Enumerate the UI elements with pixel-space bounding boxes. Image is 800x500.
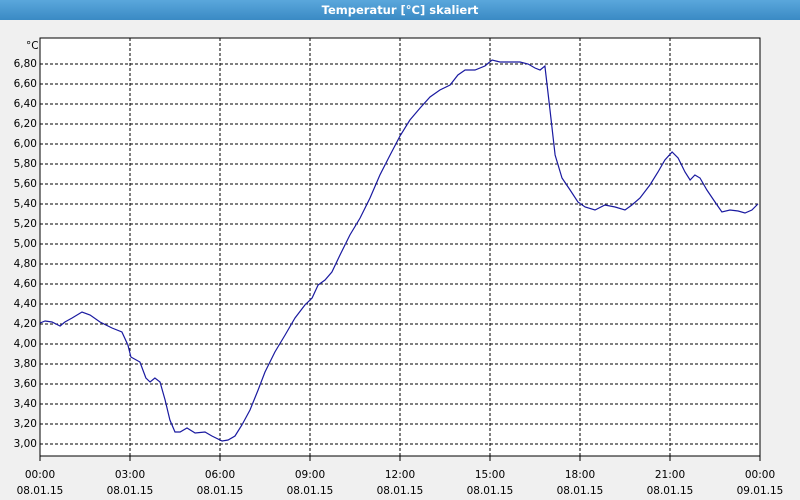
y-tick-label: 4,40	[14, 298, 37, 310]
x-tick-label: 03:00 08.01.15	[107, 469, 154, 497]
x-tick-label: 06:00 08.01.15	[197, 469, 244, 497]
data-line	[39, 59, 759, 442]
x-tick-label: 00:00 09.01.15	[737, 469, 784, 497]
y-tick-label: 3,00	[14, 438, 37, 450]
x-tick-label: 15:00 08.01.15	[467, 469, 514, 497]
y-tick-label: 5,40	[14, 198, 37, 210]
y-tick-label: 5,60	[14, 178, 37, 190]
x-tick-label: 00:00 08.01.15	[17, 469, 64, 497]
x-tick-label: 18:00 08.01.15	[557, 469, 604, 497]
y-tick-label: 6,60	[14, 78, 37, 90]
y-tick-label: 6,20	[14, 118, 37, 130]
y-unit-label: °C	[26, 40, 39, 52]
chart-title: Temperatur [°C] skaliert	[322, 3, 479, 17]
y-tick-label: 3,20	[14, 418, 37, 430]
y-tick-label: 5,80	[14, 158, 37, 170]
y-tick-label: 5,00	[14, 238, 37, 250]
y-tick-label: 3,40	[14, 398, 37, 410]
y-tick-label: 3,60	[14, 378, 37, 390]
y-tick-label: 4,00	[14, 338, 37, 350]
x-tick-label: 09:00 08.01.15	[287, 469, 334, 497]
y-tick-label: 3,80	[14, 358, 37, 370]
x-tick-label: 21:00 08.01.15	[647, 469, 694, 497]
plot-area	[39, 37, 761, 457]
y-tick-label: 6,80	[14, 58, 37, 70]
y-tick-label: 6,00	[14, 138, 37, 150]
y-tick-label: 5,20	[14, 218, 37, 230]
title-bar	[0, 0, 800, 20]
y-tick-label: 6,40	[14, 98, 37, 110]
x-tick-label: 12:00 08.01.15	[377, 469, 424, 497]
y-tick-label: 4,60	[14, 278, 37, 290]
y-tick-label: 4,80	[14, 258, 37, 270]
y-tick-label: 4,20	[14, 318, 37, 330]
